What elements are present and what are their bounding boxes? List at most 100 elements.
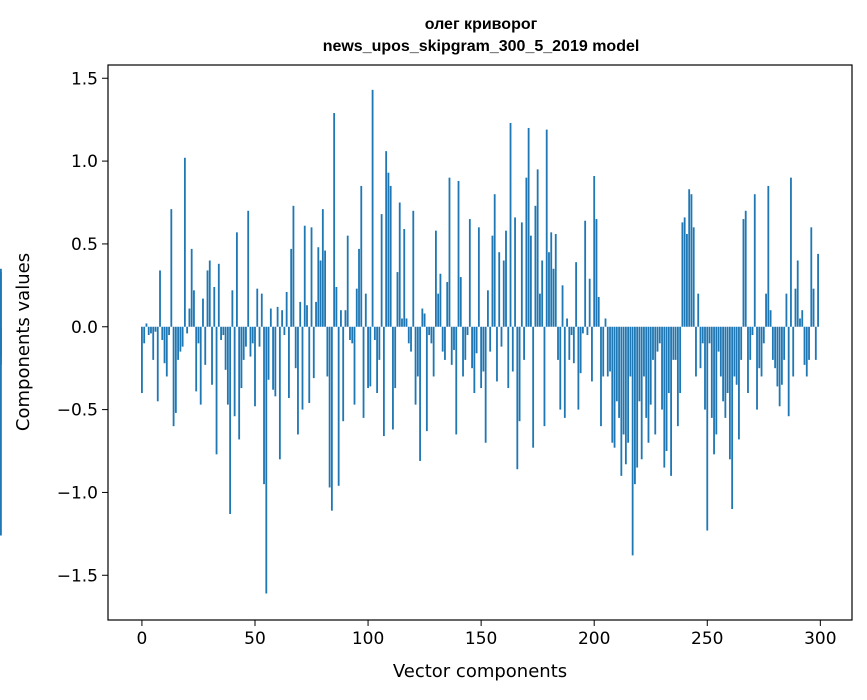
bar bbox=[362, 326, 365, 418]
bar bbox=[591, 326, 593, 382]
bar bbox=[358, 248, 360, 327]
bar bbox=[744, 210, 747, 327]
bar bbox=[606, 326, 609, 377]
x-tick-label: 200 bbox=[578, 629, 610, 649]
bar bbox=[324, 250, 326, 327]
bar bbox=[206, 270, 209, 327]
bar bbox=[523, 326, 525, 360]
bar bbox=[150, 326, 152, 334]
bar bbox=[520, 222, 523, 327]
bar bbox=[753, 194, 756, 327]
bar bbox=[588, 278, 591, 327]
bar bbox=[785, 293, 788, 327]
bar bbox=[502, 260, 505, 327]
bar bbox=[430, 326, 433, 344]
bar bbox=[444, 326, 446, 360]
bar bbox=[575, 262, 578, 327]
bar bbox=[505, 230, 507, 327]
bar bbox=[539, 293, 541, 327]
bar bbox=[432, 326, 435, 377]
bar bbox=[484, 326, 487, 443]
bar bbox=[371, 89, 374, 327]
plot-frame bbox=[107, 64, 853, 621]
bar bbox=[202, 298, 204, 327]
bar bbox=[333, 113, 336, 327]
bar bbox=[226, 326, 229, 405]
bar bbox=[319, 260, 322, 327]
bar bbox=[425, 326, 428, 432]
bar bbox=[392, 326, 394, 430]
bar bbox=[335, 287, 338, 327]
bar bbox=[518, 326, 521, 422]
bar bbox=[340, 310, 342, 327]
bar bbox=[769, 310, 772, 327]
bar bbox=[466, 326, 469, 336]
bar bbox=[516, 326, 519, 470]
bar bbox=[376, 326, 379, 394]
bar bbox=[498, 252, 501, 327]
bar bbox=[181, 326, 184, 347]
bar bbox=[168, 326, 170, 336]
bar bbox=[762, 326, 765, 344]
bar bbox=[475, 326, 478, 354]
bar bbox=[306, 305, 308, 327]
bar bbox=[439, 273, 442, 327]
bar bbox=[453, 326, 455, 350]
bar bbox=[618, 326, 620, 418]
bar bbox=[364, 293, 367, 327]
bar bbox=[688, 189, 691, 327]
bar bbox=[351, 326, 354, 344]
bar bbox=[419, 326, 421, 461]
bar bbox=[170, 209, 173, 327]
bar bbox=[211, 326, 213, 385]
bar bbox=[613, 326, 616, 448]
bar bbox=[550, 232, 553, 327]
bar bbox=[690, 194, 693, 327]
bar bbox=[676, 326, 679, 427]
bar bbox=[647, 326, 650, 443]
bars bbox=[0, 89, 819, 594]
bar bbox=[595, 219, 598, 327]
bar bbox=[245, 326, 247, 347]
bar bbox=[328, 326, 331, 488]
bar bbox=[256, 288, 259, 327]
bar bbox=[414, 326, 417, 405]
x-tick-label: 300 bbox=[804, 629, 836, 649]
bar bbox=[645, 326, 648, 418]
bar bbox=[224, 326, 227, 370]
bar bbox=[780, 326, 783, 385]
chart-subtitle: news_upos_skipgram_300_5_2019 model bbox=[323, 38, 640, 55]
bar bbox=[265, 326, 268, 594]
bar bbox=[276, 306, 279, 327]
bar bbox=[238, 326, 241, 440]
bar bbox=[570, 326, 573, 336]
bar bbox=[401, 318, 403, 327]
bar bbox=[342, 326, 345, 422]
bar bbox=[491, 235, 494, 327]
bar bbox=[604, 318, 607, 327]
bar bbox=[141, 326, 143, 394]
bar bbox=[441, 326, 444, 352]
bar bbox=[634, 326, 636, 485]
bar bbox=[326, 326, 329, 377]
bar bbox=[190, 248, 193, 327]
bar bbox=[674, 326, 677, 360]
bar bbox=[783, 326, 786, 360]
bar bbox=[473, 326, 476, 394]
bar bbox=[482, 326, 485, 372]
bar bbox=[186, 326, 189, 334]
bar bbox=[665, 326, 668, 452]
bar bbox=[344, 310, 347, 327]
bar bbox=[579, 326, 582, 374]
bar bbox=[656, 326, 659, 352]
bar bbox=[509, 122, 512, 327]
bar bbox=[204, 326, 207, 365]
bar bbox=[285, 291, 288, 327]
bar bbox=[193, 290, 195, 327]
bar bbox=[812, 288, 815, 327]
bar bbox=[337, 326, 340, 486]
bar bbox=[213, 287, 216, 327]
bar bbox=[292, 205, 295, 327]
x-tick-label: 100 bbox=[352, 629, 384, 649]
bar bbox=[317, 247, 320, 327]
